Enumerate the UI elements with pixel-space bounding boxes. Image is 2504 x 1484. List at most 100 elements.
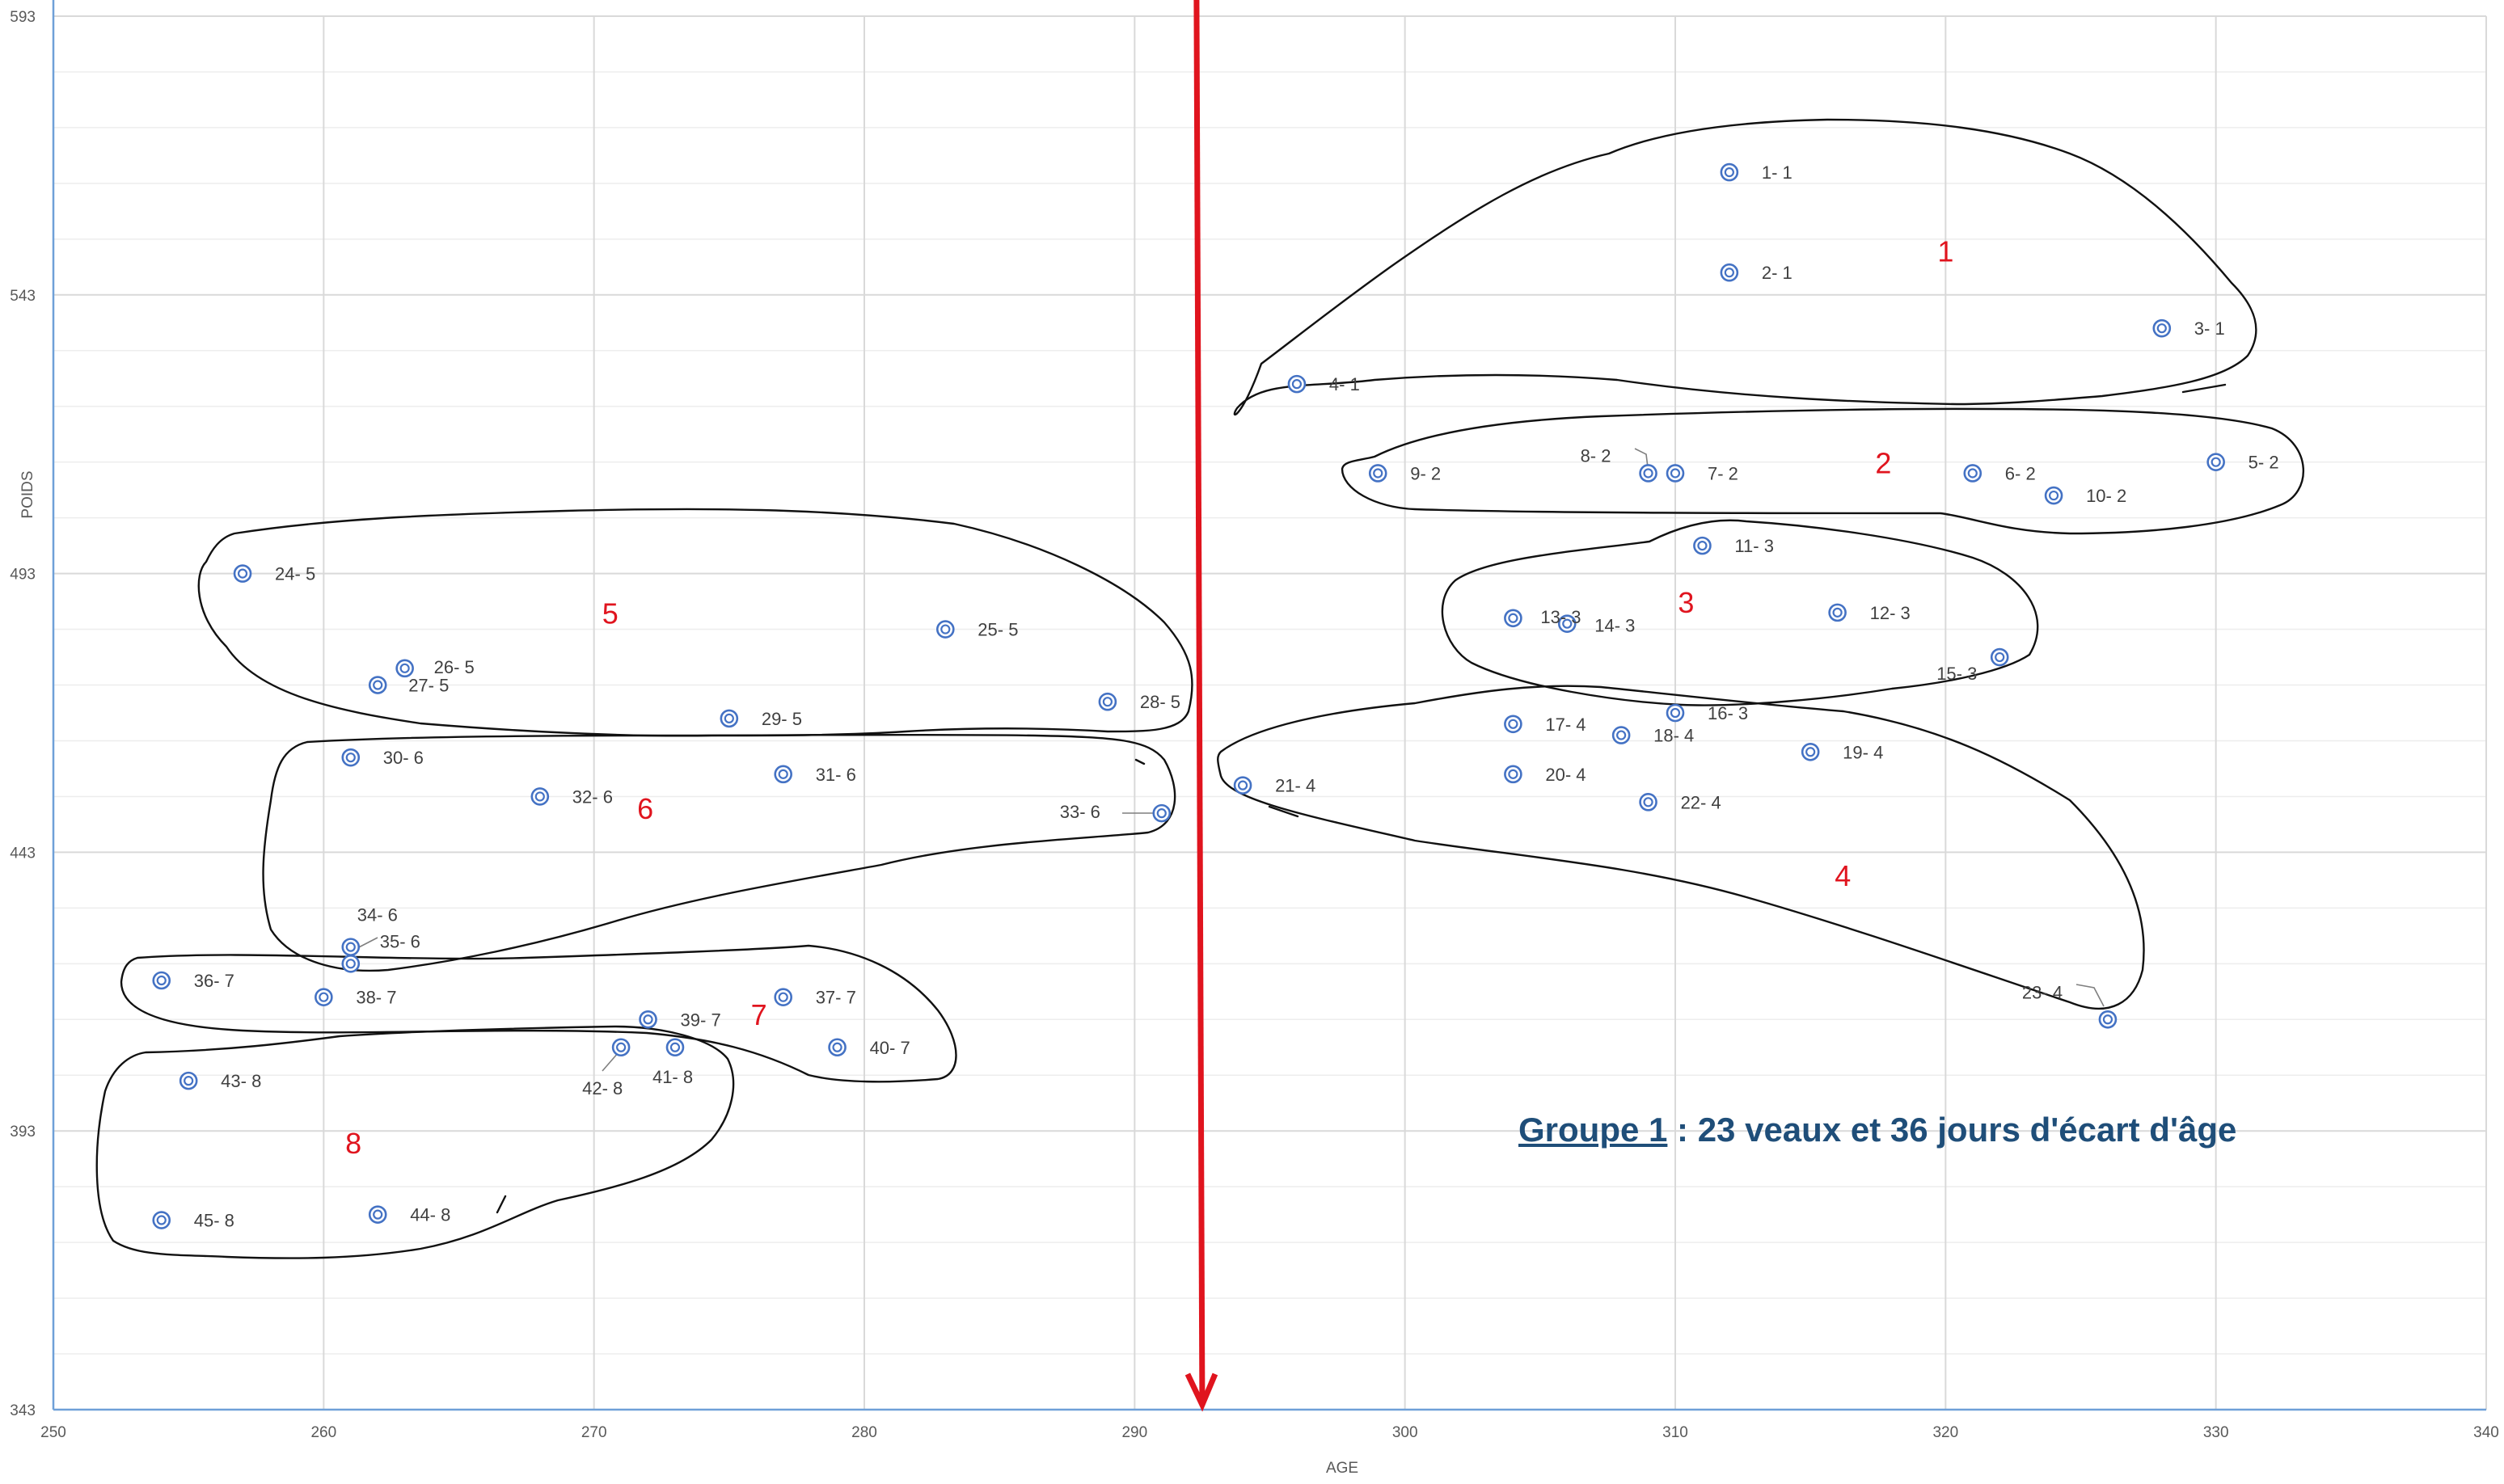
data-label: 31- 6 <box>816 765 856 785</box>
data-label: 41- 8 <box>652 1067 693 1087</box>
group-number: 3 <box>1678 586 1694 619</box>
marker-outer-ring <box>774 765 793 784</box>
marker-outer-ring <box>2152 318 2172 338</box>
data-point <box>341 748 361 767</box>
marker-outer-ring <box>720 709 739 728</box>
data-label: 16- 3 <box>1708 703 1748 723</box>
x-tick-label: 340 <box>2473 1424 2499 1441</box>
y-tick-label: 543 <box>10 288 36 305</box>
data-point <box>1828 603 1847 622</box>
data-label: 33- 6 <box>1060 802 1100 822</box>
data-label: 18- 4 <box>1653 726 1694 746</box>
data-label: 23- 4 <box>2022 982 2063 1002</box>
group-8-outline <box>95 1025 735 1259</box>
group-outlines <box>95 118 2305 1259</box>
data-point <box>152 971 171 990</box>
marker-inner-ring <box>778 992 788 1002</box>
marker-outer-ring <box>1801 742 1820 761</box>
cutoff-arrow-head <box>1184 1372 1218 1412</box>
data-point <box>1963 464 1983 483</box>
marker-inner-ring <box>373 1209 383 1220</box>
marker-inner-ring <box>1670 468 1681 479</box>
y-tick-label: 493 <box>10 567 36 584</box>
group-number: 5 <box>602 597 619 630</box>
marker-outer-ring <box>1666 464 1685 483</box>
data-label: 38- 7 <box>356 988 396 1008</box>
data-point <box>341 955 361 973</box>
marker-inner-ring <box>345 959 356 969</box>
data-point <box>341 938 361 956</box>
data-point <box>1504 765 1522 784</box>
marker-inner-ring <box>778 769 788 779</box>
data-point <box>1287 374 1307 394</box>
axes <box>52 0 2486 1411</box>
leader-8-2 <box>1634 448 1649 468</box>
leader-42-8 <box>602 1052 619 1072</box>
marker-inner-ring <box>940 624 951 634</box>
data-point <box>1720 263 1739 282</box>
group-6-outline <box>262 733 1176 972</box>
x-tick-label: 310 <box>1662 1424 1688 1441</box>
data-point <box>1666 464 1685 483</box>
marker-inner-ring <box>1508 719 1518 729</box>
data-label: 1- 1 <box>1762 162 1792 183</box>
marker-outer-ring <box>1639 793 1657 812</box>
marker-inner-ring <box>1237 780 1248 790</box>
data-point <box>1504 609 1522 628</box>
data-point <box>1152 803 1172 823</box>
cutoff-arrow <box>1184 0 1218 1412</box>
group-7-outline <box>120 944 957 1083</box>
data-point <box>665 1038 685 1057</box>
data-label: 42- 8 <box>582 1078 623 1098</box>
data-label: 9- 2 <box>1410 463 1441 483</box>
marker-inner-ring <box>2048 490 2059 501</box>
marker-outer-ring <box>665 1038 685 1057</box>
marker-outer-ring <box>152 971 171 990</box>
group-4-outline-tail <box>1268 805 1299 818</box>
marker-outer-ring <box>1720 162 1739 182</box>
data-point <box>368 676 387 694</box>
caption-group: Groupe 1 <box>1518 1111 1668 1149</box>
marker-outer-ring <box>2044 486 2063 505</box>
marker-outer-ring <box>1639 464 1657 483</box>
group-3-outline <box>1441 519 2039 706</box>
data-point <box>1368 464 1387 483</box>
marker-outer-ring <box>368 1205 387 1224</box>
x-tick-label: 320 <box>1932 1424 1958 1441</box>
marker-outer-ring <box>1504 765 1522 784</box>
x-tick-label: 260 <box>310 1424 336 1441</box>
marker-inner-ring <box>1724 167 1734 178</box>
label-leader-lines <box>353 448 2105 1072</box>
marker-inner-ring <box>345 753 356 763</box>
x-tick-label: 280 <box>851 1424 877 1441</box>
data-point <box>1639 793 1657 812</box>
data-label: 45- 8 <box>194 1211 234 1231</box>
marker-inner-ring <box>1967 468 1978 479</box>
marker-inner-ring <box>1562 618 1573 629</box>
marker-inner-ring <box>156 1215 167 1225</box>
data-label: 12- 3 <box>1870 603 1911 623</box>
data-point <box>1666 703 1685 723</box>
marker-outer-ring <box>1233 776 1252 795</box>
marker-outer-ring <box>1990 647 2009 667</box>
data-label: 37- 7 <box>816 988 856 1008</box>
data-point <box>1720 162 1739 182</box>
marker-outer-ring <box>774 988 793 1006</box>
data-label: 26- 5 <box>434 657 475 677</box>
marker-inner-ring <box>2211 457 2221 467</box>
marker-outer-ring <box>1504 715 1522 734</box>
marker-outer-ring <box>1828 603 1847 622</box>
marker-inner-ring <box>643 1014 653 1025</box>
data-point <box>1990 647 2009 667</box>
marker-inner-ring <box>1508 613 1518 623</box>
data-point <box>2206 453 2225 471</box>
data-label: 39- 7 <box>681 1010 721 1030</box>
data-labels: 1- 1 2- 1 3- 1 4- 1 5- 2 6- 2 7- 2 8- 2 9- 2 10- … <box>194 162 2279 1230</box>
marker-inner-ring <box>1508 769 1518 779</box>
marker-outer-ring <box>1963 464 1983 483</box>
data-point <box>611 1038 631 1057</box>
marker-inner-ring <box>1156 808 1167 819</box>
y-tick-label: 393 <box>10 1124 36 1140</box>
marker-inner-ring <box>1643 797 1653 807</box>
